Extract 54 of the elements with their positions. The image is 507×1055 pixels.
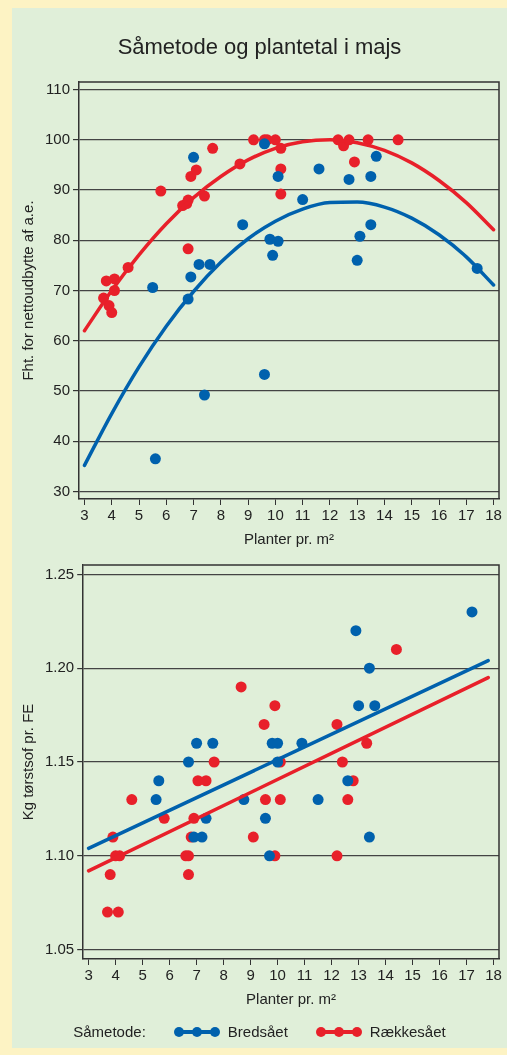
x-tick-label: 12 <box>321 506 339 524</box>
y-tick-label: 100 <box>45 129 71 147</box>
x-tick-label: 4 <box>107 506 116 524</box>
x-tick-label: 11 <box>294 506 311 524</box>
x-axis-title: Planter pr. m² <box>244 530 335 548</box>
x-tick-label: 6 <box>162 506 171 524</box>
y-tick-label: 90 <box>53 180 71 198</box>
x-tick-label: 7 <box>189 506 198 524</box>
x-tick-label: 7 <box>192 966 201 984</box>
y-tick-label: 60 <box>53 330 71 348</box>
x-tick-label: 17 <box>457 506 475 524</box>
y-tick-label: 30 <box>53 481 71 499</box>
y-axis-title: Fht. for nettoudbytte af a.e. <box>19 200 37 381</box>
y-tick-label: 40 <box>53 431 71 449</box>
x-tick-label: 13 <box>350 966 367 984</box>
x-tick-label: 6 <box>165 966 174 984</box>
y-tick-label: 70 <box>53 280 71 298</box>
y-tick-label: 1.05 <box>44 939 75 957</box>
x-tick-label: 10 <box>267 506 284 524</box>
x-axis-title: Planter pr. m² <box>246 990 337 1008</box>
x-tick-label: 9 <box>246 966 255 984</box>
x-tick-label: 12 <box>323 966 340 984</box>
x-tick-label: 11 <box>296 966 313 984</box>
x-tick-label: 15 <box>404 966 421 984</box>
x-tick-label: 10 <box>269 966 286 984</box>
x-tick-label: 15 <box>403 506 421 524</box>
x-tick-label: 14 <box>376 506 393 524</box>
y-tick-label: 80 <box>53 230 71 248</box>
x-tick-label: 16 <box>431 966 448 984</box>
x-tick-label: 5 <box>134 506 144 524</box>
y-tick-label: 1.25 <box>44 564 75 582</box>
y-tick-label: 110 <box>46 79 71 97</box>
legend-label: Bredsået <box>227 1023 288 1040</box>
x-tick-label: 17 <box>458 966 475 984</box>
x-tick-label: 3 <box>80 506 89 524</box>
x-tick-label: 18 <box>485 966 502 984</box>
y-tick-label: 50 <box>53 381 71 399</box>
y-tick-label: 1.15 <box>44 752 75 770</box>
x-tick-label: 8 <box>219 966 228 984</box>
chart-title: Såmetode og plantetal i majs <box>116 33 403 61</box>
legend-title: Såmetode: <box>73 1023 146 1040</box>
x-tick-label: 8 <box>216 506 226 524</box>
x-tick-label: 16 <box>430 506 448 524</box>
x-tick-label: 3 <box>84 966 93 984</box>
legend-label: Rækkesået <box>369 1023 446 1040</box>
x-tick-label: 14 <box>377 966 394 984</box>
y-tick-label: 1.10 <box>44 845 75 863</box>
x-tick-label: 13 <box>348 506 366 524</box>
x-tick-label: 4 <box>111 966 120 984</box>
x-tick-label: 9 <box>243 506 253 524</box>
x-tick-label: 18 <box>485 506 502 524</box>
y-tick-label: 1.20 <box>44 658 75 676</box>
x-tick-label: 5 <box>138 966 147 984</box>
y-axis-title: Kg tørstsof pr. FE <box>19 703 37 821</box>
